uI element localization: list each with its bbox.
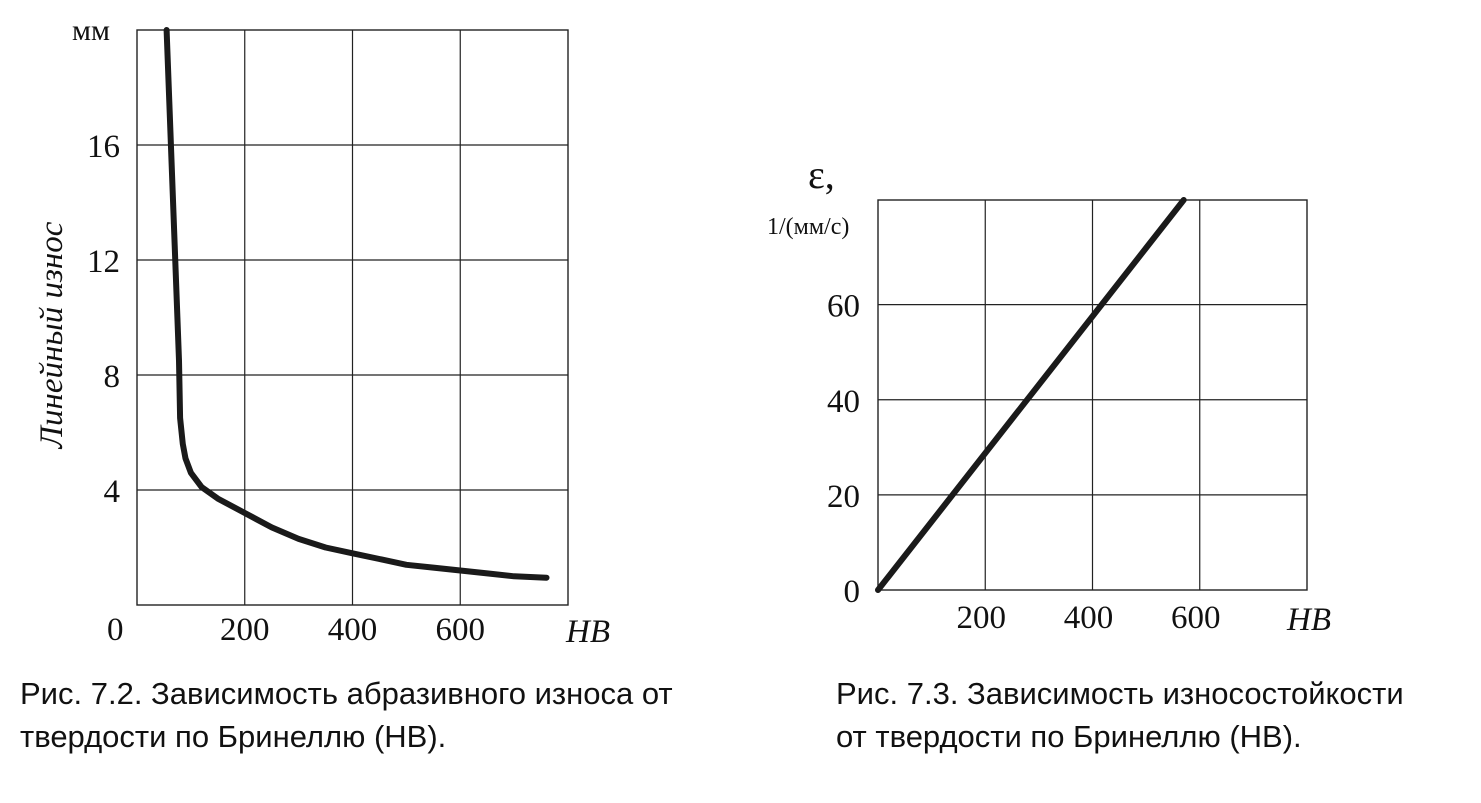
y-tick-label: 40 — [827, 384, 860, 420]
figure-caption-7-3: Рис. 7.3. Зависимость износостойкости от… — [836, 672, 1404, 758]
wear-curve — [163, 27, 550, 581]
wear-resistance-y-axis-label: ε, — [808, 152, 835, 197]
wear-resistance-chart-tick-labels: 200 400 600 0 20 40 60 — [827, 289, 1221, 636]
wear-origin-label: 0 — [107, 612, 124, 648]
y-tick-label: 60 — [827, 289, 860, 325]
wear-chart-grid — [136, 29, 569, 606]
x-tick-label: 600 — [1171, 600, 1221, 636]
figure-caption-7-2: Рис. 7.2. Зависимость абразивного износа… — [20, 672, 673, 758]
caption-line: твердости по Бринеллю (HB). — [20, 719, 447, 754]
x-tick-label: 400 — [328, 612, 378, 648]
wear-resistance-chart-grid — [877, 199, 1308, 591]
x-tick-label: 200 — [957, 600, 1007, 636]
x-tick-label: 600 — [436, 612, 486, 648]
wear-chart-tick-labels: 200 400 600 4 8 12 16 — [87, 129, 485, 648]
wear-resistance-y-unit: 1/(мм/с) — [767, 214, 849, 240]
y-tick-label: 4 — [104, 474, 121, 510]
wear-x-axis-label: HB — [565, 614, 610, 650]
y-tick-label: 16 — [87, 129, 120, 165]
y-tick-label: 20 — [827, 479, 860, 515]
y-tick-label: 8 — [104, 359, 121, 395]
caption-line: от твердости по Бринеллю (HB). — [836, 719, 1302, 754]
y-tick-label: 12 — [87, 244, 120, 280]
y-tick-label: 0 — [844, 574, 861, 610]
wear-y-unit: мм — [72, 14, 110, 47]
wear-y-axis-label: Линейный износ — [34, 221, 70, 449]
x-tick-label: 400 — [1064, 600, 1114, 636]
x-tick-label: 200 — [220, 612, 270, 648]
caption-line: Рис. 7.2. Зависимость абразивного износа… — [20, 676, 673, 711]
caption-line: Рис. 7.3. Зависимость износостойкости — [836, 676, 1404, 711]
wear-resistance-line — [875, 197, 1187, 593]
wear-resistance-x-axis-label: HB — [1286, 602, 1331, 638]
